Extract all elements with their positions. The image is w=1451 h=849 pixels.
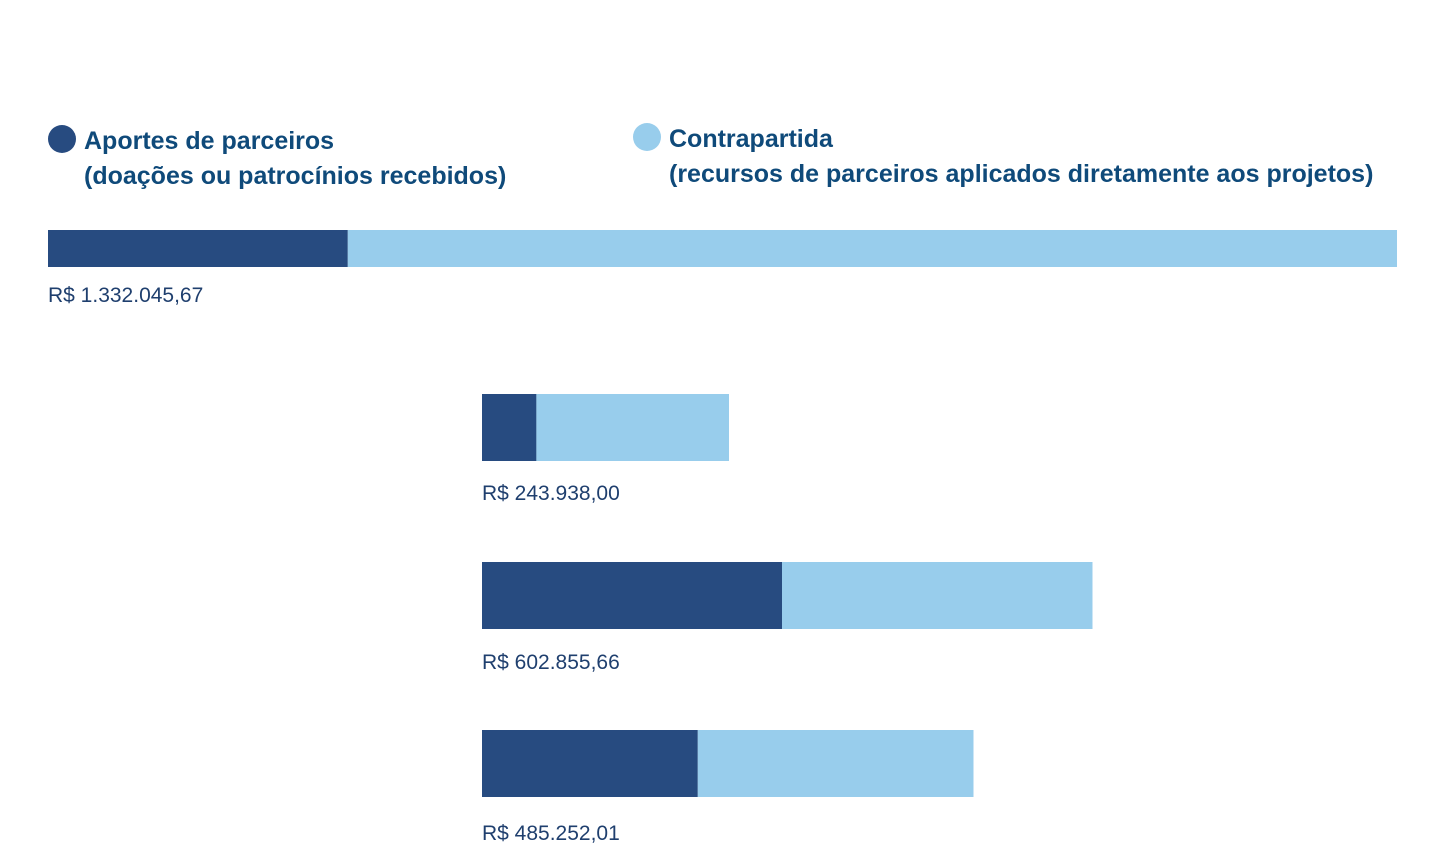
bar-2-contrapartida-segment bbox=[536, 394, 729, 461]
bar-4-total-label: R$ 485.252,01 bbox=[482, 822, 620, 845]
bar-3-aportes-segment bbox=[482, 562, 782, 629]
legend: Aportes de parceiros (doações ou patrocí… bbox=[48, 123, 1373, 190]
bars: R$ 1.332.045,67 R$ 243.938,00 R$ 602.855,6… bbox=[48, 230, 1397, 845]
bar-2-total-label: R$ 243.938,00 bbox=[482, 482, 620, 505]
bar-3-contrapartida-segment bbox=[782, 562, 1093, 629]
bar-4-contrapartida-segment bbox=[697, 730, 974, 797]
legend-label-aportes-line1: Aportes de parceiros bbox=[84, 127, 334, 155]
bar-1-total-label: R$ 1.332.045,67 bbox=[48, 284, 203, 307]
bar-4-aportes-segment bbox=[482, 730, 698, 797]
legend-item-contrapartida: Contrapartida (recursos de parceiros apl… bbox=[633, 123, 1373, 188]
legend-swatch-aportes bbox=[48, 125, 76, 153]
bar-1-contrapartida-segment bbox=[347, 230, 1397, 267]
legend-swatch-contrapartida bbox=[633, 123, 661, 151]
bar-3-total-label: R$ 602.855,66 bbox=[482, 651, 620, 674]
bar-1-aportes-segment bbox=[48, 230, 348, 267]
legend-label-aportes-line2: (doações ou patrocínios recebidos) bbox=[84, 162, 506, 190]
bar-2-aportes-segment bbox=[482, 394, 537, 461]
legend-label-contrapartida-line1: Contrapartida bbox=[669, 125, 834, 153]
legend-item-aportes: Aportes de parceiros (doações ou patrocí… bbox=[48, 125, 506, 190]
legend-label-contrapartida-line2: (recursos de parceiros aplicados diretam… bbox=[669, 160, 1373, 188]
